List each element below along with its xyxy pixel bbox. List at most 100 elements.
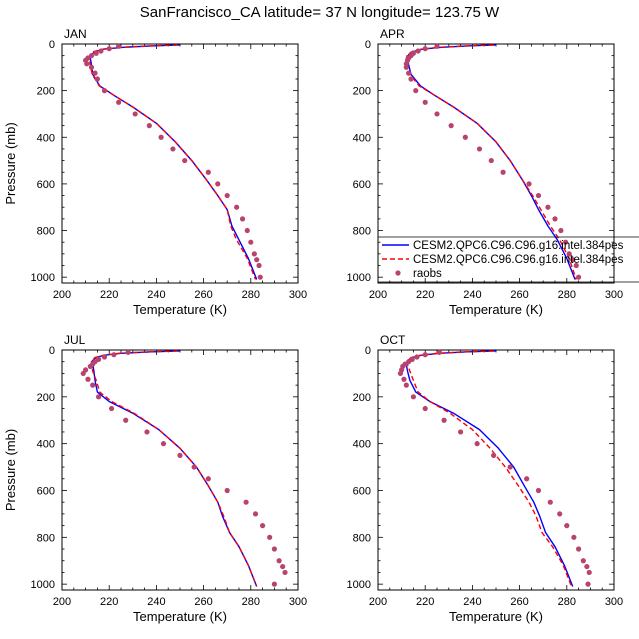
raobs-point — [524, 476, 530, 482]
y-axis-title: Pressure (mb) — [3, 122, 18, 204]
raobs-point — [488, 157, 494, 164]
raobs-point — [280, 563, 286, 570]
raobs-point — [434, 111, 440, 117]
raobs-point — [111, 352, 117, 358]
raobs-point — [106, 46, 112, 52]
y-tick-label: 0 — [365, 345, 371, 357]
legend-label: CESM2.QPC6.C96.C96.g16.intel.384pes — [413, 240, 624, 252]
x-tick-label: 200 — [53, 289, 71, 301]
raobs-point — [123, 417, 129, 423]
x-tick-label: 200 — [369, 596, 387, 608]
raobs-point — [403, 64, 409, 70]
raobs-point — [422, 46, 428, 52]
raobs-point — [93, 50, 99, 56]
raobs-point — [408, 76, 414, 82]
raobs-point — [545, 204, 551, 210]
x-tick-label: 300 — [605, 596, 623, 608]
raobs-point — [585, 581, 591, 587]
y-tick-label: 800 — [353, 532, 371, 544]
panel-title: OCT — [380, 333, 406, 347]
raobs-point — [160, 441, 167, 447]
raobs-point — [248, 239, 254, 245]
raobs-point — [90, 382, 96, 388]
panel-jul: 200 220 240 260 280 300 0 200 400 600 800 1000 Tempe… — [3, 333, 307, 624]
raobs-point — [500, 169, 506, 175]
raobs-point — [85, 376, 91, 382]
raobs-point — [558, 227, 564, 234]
raobs-point — [92, 70, 98, 76]
y-tick-label: 200 — [353, 392, 371, 404]
raobs-point — [158, 134, 164, 140]
x-tick-label: 280 — [558, 596, 576, 608]
x-tick-label: 220 — [416, 596, 434, 608]
raobs-point — [271, 581, 277, 587]
y-tick-label: 800 — [37, 532, 55, 544]
x-tick-label: 300 — [289, 596, 307, 608]
raobs-point — [570, 257, 576, 263]
raobs-point — [244, 227, 250, 234]
raobs-point — [584, 563, 590, 570]
raobs-point — [84, 61, 90, 67]
raobs-point — [422, 99, 428, 105]
raobs-point — [476, 146, 483, 152]
raobs-point — [116, 99, 122, 105]
raobs-point — [170, 146, 176, 152]
raobs-point — [547, 499, 553, 505]
raobs-point — [144, 429, 150, 435]
raobs-point — [191, 464, 197, 470]
y-tick-label: 800 — [37, 226, 55, 238]
x-axis-title: Temperature (K) — [449, 609, 543, 624]
y-tick-label: 0 — [49, 345, 55, 357]
raobs-point — [125, 349, 131, 355]
x-tick-label: 260 — [194, 289, 212, 301]
raobs-point — [507, 464, 513, 470]
x-axis-title: Temperature (K) — [133, 302, 227, 317]
raobs-point — [422, 352, 428, 358]
y-tick-label: 600 — [37, 179, 55, 191]
x-tick-label: 240 — [463, 596, 481, 608]
raobs-point — [234, 204, 240, 210]
raobs-point — [116, 43, 122, 49]
y-tick-label: 600 — [353, 485, 371, 497]
raobs-point — [239, 216, 246, 222]
raobs-point — [491, 452, 497, 458]
panel-title: APR — [380, 27, 405, 41]
raobs-point — [557, 511, 563, 517]
raobs-point — [413, 88, 419, 94]
y-tick-label: 400 — [353, 439, 371, 451]
panels-group: 200 220 240 260 280 300 0 200 400 600 800 1000 Tempe… — [3, 27, 623, 624]
raobs-point — [414, 354, 420, 360]
raobs-point — [462, 134, 468, 140]
x-axis-title: Temperature (K) — [133, 609, 227, 624]
raobs-point — [80, 370, 86, 377]
raobs-point — [215, 181, 221, 187]
raobs-point — [552, 216, 558, 222]
raobs-point — [257, 274, 263, 280]
x-tick-label: 200 — [53, 596, 71, 608]
y-tick-label: 200 — [37, 86, 55, 98]
raobs-point — [441, 417, 447, 423]
raobs-point — [101, 88, 108, 94]
raobs-point — [576, 274, 582, 280]
x-tick-label: 280 — [242, 289, 260, 301]
raobs-point — [434, 43, 440, 49]
raobs-point — [224, 192, 230, 199]
legend-marker-raobs — [395, 270, 401, 276]
raobs-point — [108, 405, 115, 412]
x-tick-label: 220 — [416, 289, 434, 301]
raobs-point — [526, 181, 532, 187]
raobs-point — [132, 111, 138, 117]
model-line-dashed — [406, 350, 573, 587]
panel-apr: 200 220 240 260 280 300 0 200 400 600 800 1000 Tempe… — [347, 27, 624, 317]
raobs-point — [101, 354, 108, 360]
y-tick-label: 400 — [37, 439, 55, 451]
model-line-dashed — [90, 350, 258, 587]
raobs-point — [94, 76, 100, 82]
raobs-point — [422, 405, 428, 412]
raobs-point — [177, 452, 183, 458]
x-tick-label: 240 — [147, 596, 165, 608]
y-axis-title: Pressure (mb) — [3, 429, 18, 511]
panel-title: JAN — [64, 27, 87, 41]
